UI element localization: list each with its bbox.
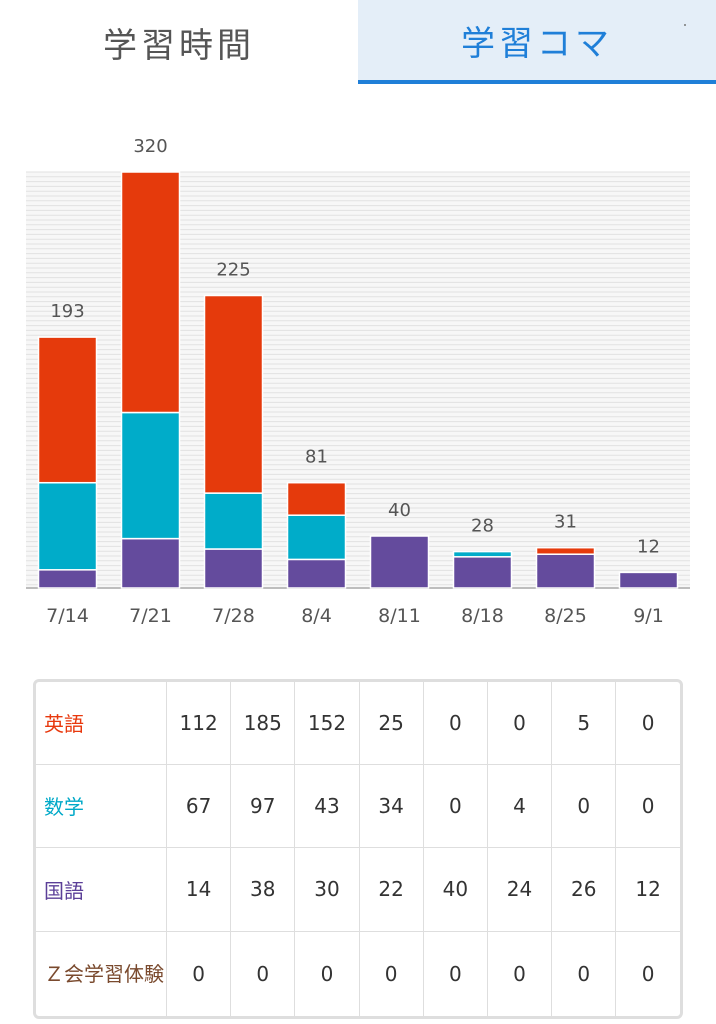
subject-label: 国語 [36, 847, 167, 932]
x-tick-label: 8/11 [378, 605, 421, 627]
table-cell: 0 [422, 763, 488, 849]
bar-segment [37, 569, 98, 589]
subject-table: 英語 112 185 152 25 0 0 5 0 数学 67 97 43 34 0 4 0 0 国語 14 38 30 2… [33, 679, 683, 1019]
table-row: Ｚ会学習体験 0 0 0 0 0 0 0 0 [36, 930, 680, 1016]
stacked-bar-chart: 193 7/14 320 7/21 225 7/28 81 8/4 40 8/11 28 8/18 31… [26, 136, 690, 627]
table-cell: 0 [294, 930, 360, 1016]
tab-bar: 学習時間 学習コマ [0, 0, 716, 84]
bar-segment [535, 553, 596, 589]
bar-segment [37, 336, 98, 484]
bar-segment [203, 294, 264, 494]
x-tick-label: 7/14 [46, 605, 89, 627]
table-cell: 0 [615, 930, 680, 1016]
bar-segment [452, 556, 513, 589]
bar-total-label: 193 [50, 301, 84, 322]
table-cell: 38 [230, 847, 296, 932]
bar-segment [286, 558, 347, 589]
table-cell: 24 [486, 847, 553, 932]
x-tick-label: 7/21 [129, 605, 172, 627]
table-cell: 22 [358, 847, 424, 932]
table-cell: 26 [551, 847, 617, 932]
table-cell: 67 [165, 763, 232, 849]
x-tick-label: 8/4 [301, 605, 332, 627]
bar-segment [535, 546, 596, 555]
table-row: 英語 112 185 152 25 0 0 5 0 [36, 682, 680, 765]
subject-label: 英語 [36, 682, 167, 765]
table-cell: 0 [422, 930, 488, 1016]
dot-icon [684, 24, 686, 26]
bar-segment [286, 514, 347, 561]
bar-segment [203, 492, 264, 550]
table-cell: 5 [551, 682, 617, 765]
bar-segment [286, 481, 347, 516]
table-cell: 14 [165, 847, 232, 932]
bar-total-label: 81 [305, 447, 328, 468]
table-cell: 0 [486, 682, 553, 765]
x-tick-label: 7/28 [212, 605, 255, 627]
x-tick-label: 8/18 [461, 605, 504, 627]
table-row: 数学 67 97 43 34 0 4 0 0 [36, 763, 680, 849]
bar-segment [618, 571, 679, 589]
table-cell: 43 [294, 763, 360, 849]
bar-segment [452, 550, 513, 558]
x-tick-label: 9/1 [633, 605, 664, 627]
table-cell: 25 [358, 682, 424, 765]
table-cell: 0 [615, 763, 680, 849]
bar-total-label: 40 [388, 500, 411, 521]
tab-study-koma[interactable]: 学習コマ [358, 0, 716, 84]
bar-total-label: 28 [471, 516, 494, 537]
table-cell: 34 [358, 763, 424, 849]
bar-total-label: 12 [637, 536, 660, 557]
table-cell: 0 [230, 930, 296, 1016]
x-tick-label: 8/25 [544, 605, 587, 627]
tab-study-time-label: 学習時間 [103, 25, 255, 66]
bar-segment [369, 535, 430, 589]
bar-segment [120, 411, 181, 540]
table-cell: 4 [486, 763, 553, 849]
subject-label: Ｚ会学習体験 [36, 930, 167, 1016]
subject-label: 数学 [36, 763, 167, 849]
bar-segment [120, 171, 181, 414]
table-cell: 152 [294, 682, 360, 765]
table-cell: 0 [165, 930, 232, 1016]
table-cell: 0 [358, 930, 424, 1016]
table-cell: 40 [422, 847, 488, 932]
bar-total-label: 225 [216, 260, 250, 281]
table-cell: 112 [165, 682, 232, 765]
table-row: 国語 14 38 30 22 40 24 26 12 [36, 847, 680, 932]
table-cell: 0 [615, 682, 680, 765]
bar-total-label: 320 [133, 136, 167, 157]
subject-table-grid: 英語 112 185 152 25 0 0 5 0 数学 67 97 43 34 0 4 0 0 国語 14 38 30 2… [36, 682, 680, 1016]
table-cell: 0 [486, 930, 553, 1016]
table-cell: 185 [230, 682, 296, 765]
tab-study-time[interactable]: 学習時間 [0, 0, 358, 84]
table-cell: 97 [230, 763, 296, 849]
table-cell: 0 [551, 930, 617, 1016]
table-cell: 30 [294, 847, 360, 932]
tab-study-koma-label: 学習コマ [461, 23, 613, 64]
bar-segment [203, 548, 264, 589]
bar-segment [37, 481, 98, 571]
bar-total-label: 31 [554, 512, 577, 533]
bar-segment [120, 537, 181, 589]
table-cell: 12 [615, 847, 680, 932]
table-cell: 0 [422, 682, 488, 765]
table-cell: 0 [551, 763, 617, 849]
